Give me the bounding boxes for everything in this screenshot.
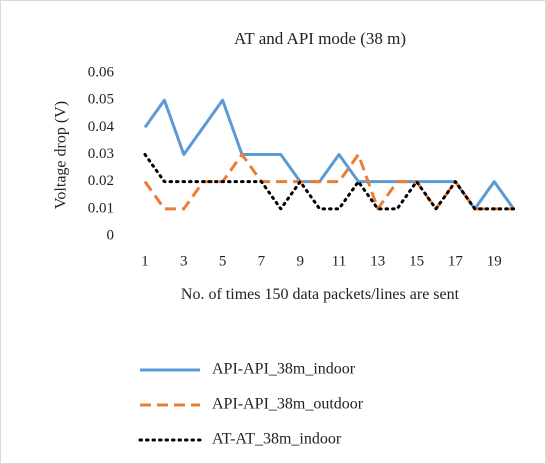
x-tick-label: 19	[487, 253, 502, 269]
y-axis-label: Voltage drop (V)	[53, 101, 70, 209]
x-tick-label: 7	[258, 253, 266, 269]
x-tick-label: 11	[332, 253, 346, 269]
x-tick-label: 3	[180, 253, 188, 269]
y-tick-label: 0.04	[88, 119, 115, 135]
series-line	[143, 153, 516, 211]
legend-label: AT-AT_38m_indoor	[212, 431, 342, 448]
y-tick-label: 0.06	[88, 64, 115, 80]
y-tick-label: 0	[107, 227, 115, 243]
x-tick-label: 15	[409, 253, 424, 269]
legend-label: API-API_38m_indoor	[212, 361, 356, 378]
series-line	[143, 153, 514, 211]
legend-label: API-API_38m_outdoor	[212, 396, 364, 413]
chart-title: AT and API mode (38 m)	[234, 29, 406, 48]
y-tick-label: 0.05	[88, 92, 114, 108]
series-line	[143, 98, 515, 211]
y-tick-label: 0.02	[88, 173, 114, 189]
y-tick-label: 0.03	[88, 146, 114, 162]
x-tick-label: 1	[141, 253, 149, 269]
x-tick-label: 13	[370, 253, 385, 269]
x-tick-label: 17	[448, 253, 464, 269]
x-tick-label: 9	[296, 253, 304, 269]
x-tick-label: 5	[219, 253, 227, 269]
x-axis-label: No. of times 150 data packets/lines are …	[180, 286, 460, 303]
y-tick-label: 0.01	[88, 200, 114, 216]
